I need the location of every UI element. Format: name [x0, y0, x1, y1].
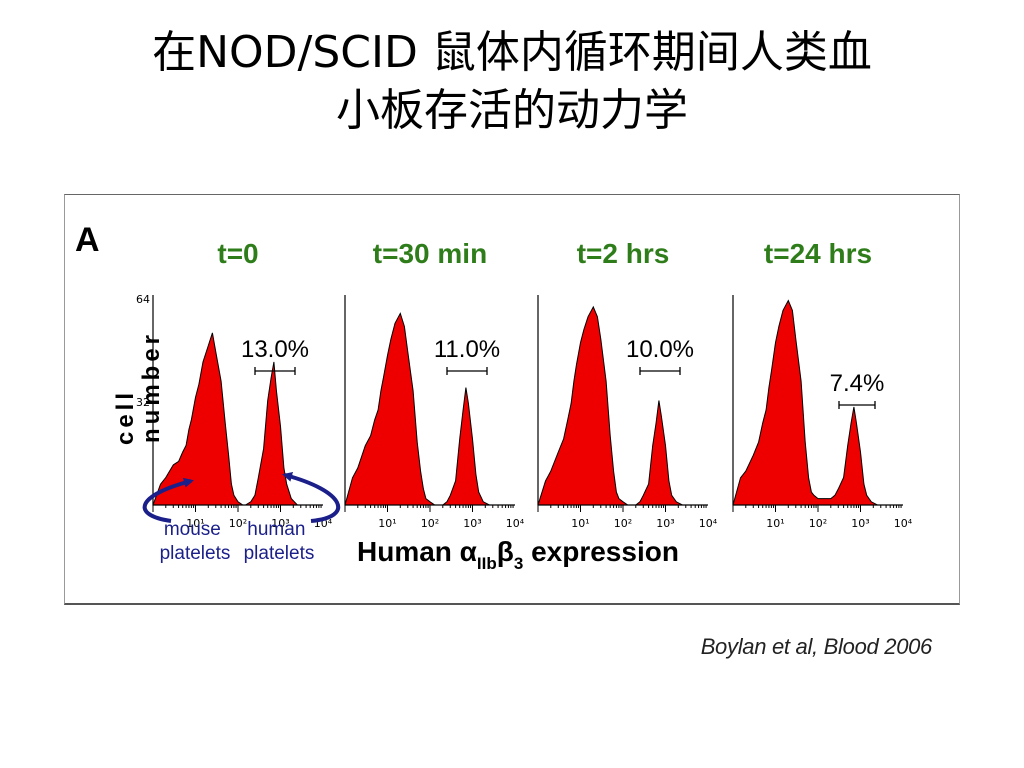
histogram-panels: t=0 10¹ 10² 10³ 10⁴ 32 64 13.0% t=30 min 10¹ 10² 10… [136, 238, 913, 530]
x-tick-label: 10³ [271, 517, 289, 530]
slide-title: 在NOD/SCID 鼠体内循环期间人类血 小板存活的动力学 [40, 24, 984, 140]
gate-percentage: 11.0% [434, 336, 500, 363]
human-label-line1: human [247, 519, 305, 540]
gate-percentage: 13.0% [241, 336, 309, 363]
y-axis-label-line2: number [138, 331, 165, 443]
x-tick-label: 10¹ [378, 517, 396, 530]
x-tick-label: 10³ [463, 517, 481, 530]
x-tick-label: 10⁴ [699, 517, 718, 530]
x-tick-label: 10¹ [571, 517, 589, 530]
x-tick-label: 10⁴ [506, 517, 525, 530]
y-tick-label: 32 [136, 396, 150, 409]
x-label-prefix: Human α [357, 536, 477, 567]
histogram-area [152, 332, 314, 506]
x-tick-label: 10² [809, 517, 827, 530]
x-tick-label: 10³ [656, 517, 674, 530]
y-axis-label: cell number [112, 331, 165, 445]
panel-title: t=2 hrs [577, 238, 670, 269]
x-label-beta: β [497, 536, 514, 567]
x-label-suffix: expression [523, 536, 679, 567]
human-arrow [282, 471, 341, 523]
x-tick-label: 10² [229, 517, 247, 530]
citation: Boylan et al, Blood 2006 [700, 634, 933, 659]
x-tick-label: 10² [421, 517, 439, 530]
figure-panel: A cell number t=0 10¹ 10² 10³ 10⁴ 32 64 13.0% t=… [64, 194, 960, 605]
panel-title: t=0 [217, 238, 258, 269]
human-label-line2: platelets [244, 543, 315, 564]
title-line-2: 小板存活的动力学 [336, 85, 688, 136]
y-tick-label: 64 [136, 293, 150, 306]
histogram-area [537, 305, 699, 506]
panel-title: t=24 hrs [764, 238, 872, 269]
panel-title: t=30 min [373, 238, 487, 269]
x-axis-label: Human αIIbβ3 expression [357, 536, 679, 573]
x-label-sub2: 3 [514, 554, 523, 573]
y-axis-label-line1: cell [112, 389, 139, 445]
x-tick-label: 10³ [851, 517, 869, 530]
histogram-area [344, 312, 506, 506]
histogram-panel-3: t=2 hrs 10¹ 10² 10³ 10⁴ 10.0% [537, 238, 718, 530]
x-tick-label: 10¹ [766, 517, 784, 530]
human-platelets-label: human platelets [244, 519, 315, 564]
histogram-area [732, 299, 894, 506]
gate-percentage: 10.0% [626, 336, 694, 363]
x-tick-label: 10⁴ [894, 517, 913, 530]
mouse-label-line2: platelets [160, 543, 231, 564]
x-label-sub1: IIb [477, 554, 497, 573]
title-line-1: 在NOD/SCID 鼠体内循环期间人类血 [152, 27, 872, 78]
x-tick-label: 10¹ [186, 517, 204, 530]
annotations: mouse platelets human platelets [142, 471, 341, 564]
mouse-label-line1: mouse [164, 519, 221, 540]
histogram-panel-2: t=30 min 10¹ 10² 10³ 10⁴ 11.0% [344, 238, 525, 530]
panel-letter: A [75, 221, 100, 259]
x-tick-label: 10² [614, 517, 632, 530]
gate-percentage: 7.4% [830, 370, 885, 397]
mouse-platelets-label: mouse platelets [160, 519, 231, 564]
mouse-arrow [142, 477, 194, 523]
histogram-panel-4: t=24 hrs 10¹ 10² 10³ 10⁴ 7.4% [732, 238, 913, 530]
